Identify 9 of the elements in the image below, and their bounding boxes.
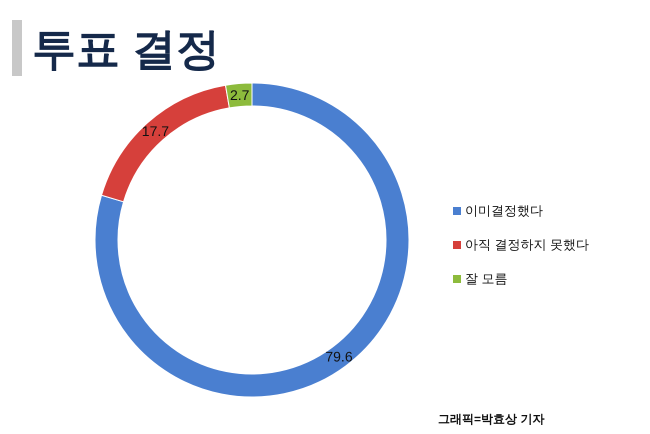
data-label: 2.7: [230, 87, 250, 104]
legend-label: 이미결정했다: [465, 203, 543, 218]
donut-slice: [94, 82, 410, 398]
legend-label: 잘 모름: [465, 271, 508, 286]
legend-label: 아직 결정하지 못했다: [465, 237, 590, 252]
data-label: 79.6: [325, 348, 353, 365]
data-label: 17.7: [142, 123, 170, 140]
chart-title: 투표 결정: [32, 25, 220, 74]
text: 그래픽=박효상 기자: [438, 412, 544, 426]
